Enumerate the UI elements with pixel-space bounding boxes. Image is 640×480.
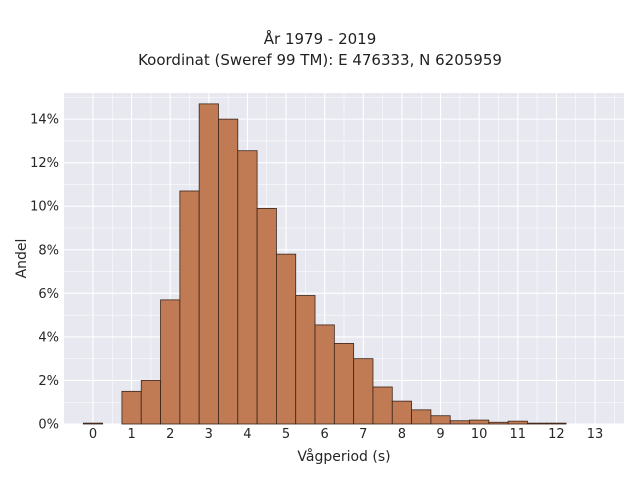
x-axis-label: Vågperiod (s): [297, 448, 390, 465]
x-tick-label: 0: [89, 427, 97, 442]
x-tick-label: 5: [282, 427, 290, 442]
chart-title-line-1: År 1979 - 2019: [263, 30, 377, 48]
x-tick-label: 7: [359, 427, 367, 442]
histogram-bar: [160, 299, 181, 425]
histogram-bar: [179, 190, 200, 425]
histogram-bar: [140, 380, 161, 425]
y-tick-label: 8%: [38, 243, 59, 258]
histogram-bar: [411, 409, 432, 425]
histogram-bar: [295, 295, 316, 425]
x-tick-label: 11: [510, 427, 527, 442]
y-tick-label: 10%: [30, 200, 59, 215]
x-tick-label: 9: [436, 427, 444, 442]
histogram-bar: [333, 343, 355, 425]
y-tick-label: 6%: [38, 287, 59, 302]
y-tick-label: 4%: [38, 330, 59, 345]
x-tick-label: 6: [321, 427, 329, 442]
y-tick-label: 2%: [38, 374, 59, 389]
histogram-bar: [469, 419, 490, 425]
histogram-bar: [198, 103, 219, 425]
histogram-bar: [314, 324, 335, 425]
histogram-bar: [121, 390, 142, 425]
y-tick-label: 0%: [38, 418, 59, 433]
x-tick-label: 4: [243, 427, 251, 442]
histogram-bar: [82, 422, 104, 425]
x-tick-label: 3: [205, 427, 213, 442]
histogram-bar: [430, 415, 451, 425]
x-tick-label: 1: [127, 427, 135, 442]
histogram-bar: [527, 422, 548, 425]
histogram-bar: [488, 421, 509, 425]
histogram-bar: [353, 358, 374, 425]
x-tick-label: 10: [471, 427, 488, 442]
x-tick-label: 2: [166, 427, 174, 442]
histogram-bar: [218, 118, 239, 425]
y-tick-label: 14%: [30, 113, 59, 128]
histogram-bar: [372, 386, 393, 425]
histogram-bar: [391, 400, 412, 425]
histogram-bar: [256, 208, 277, 425]
x-tick-label: 12: [548, 427, 565, 442]
y-tick-label: 12%: [30, 156, 59, 171]
x-tick-label: 13: [587, 427, 604, 442]
histogram-bar: [449, 420, 470, 425]
chart-title-line-2: Koordinat (Sweref 99 TM): E 476333, N 62…: [138, 51, 502, 69]
x-tick-label: 8: [398, 427, 406, 442]
histogram-bar: [237, 150, 258, 425]
y-axis-label: Andel: [14, 239, 30, 279]
histogram-bar: [546, 422, 567, 425]
histogram-bar: [276, 253, 297, 425]
histogram-bar: [507, 420, 528, 425]
